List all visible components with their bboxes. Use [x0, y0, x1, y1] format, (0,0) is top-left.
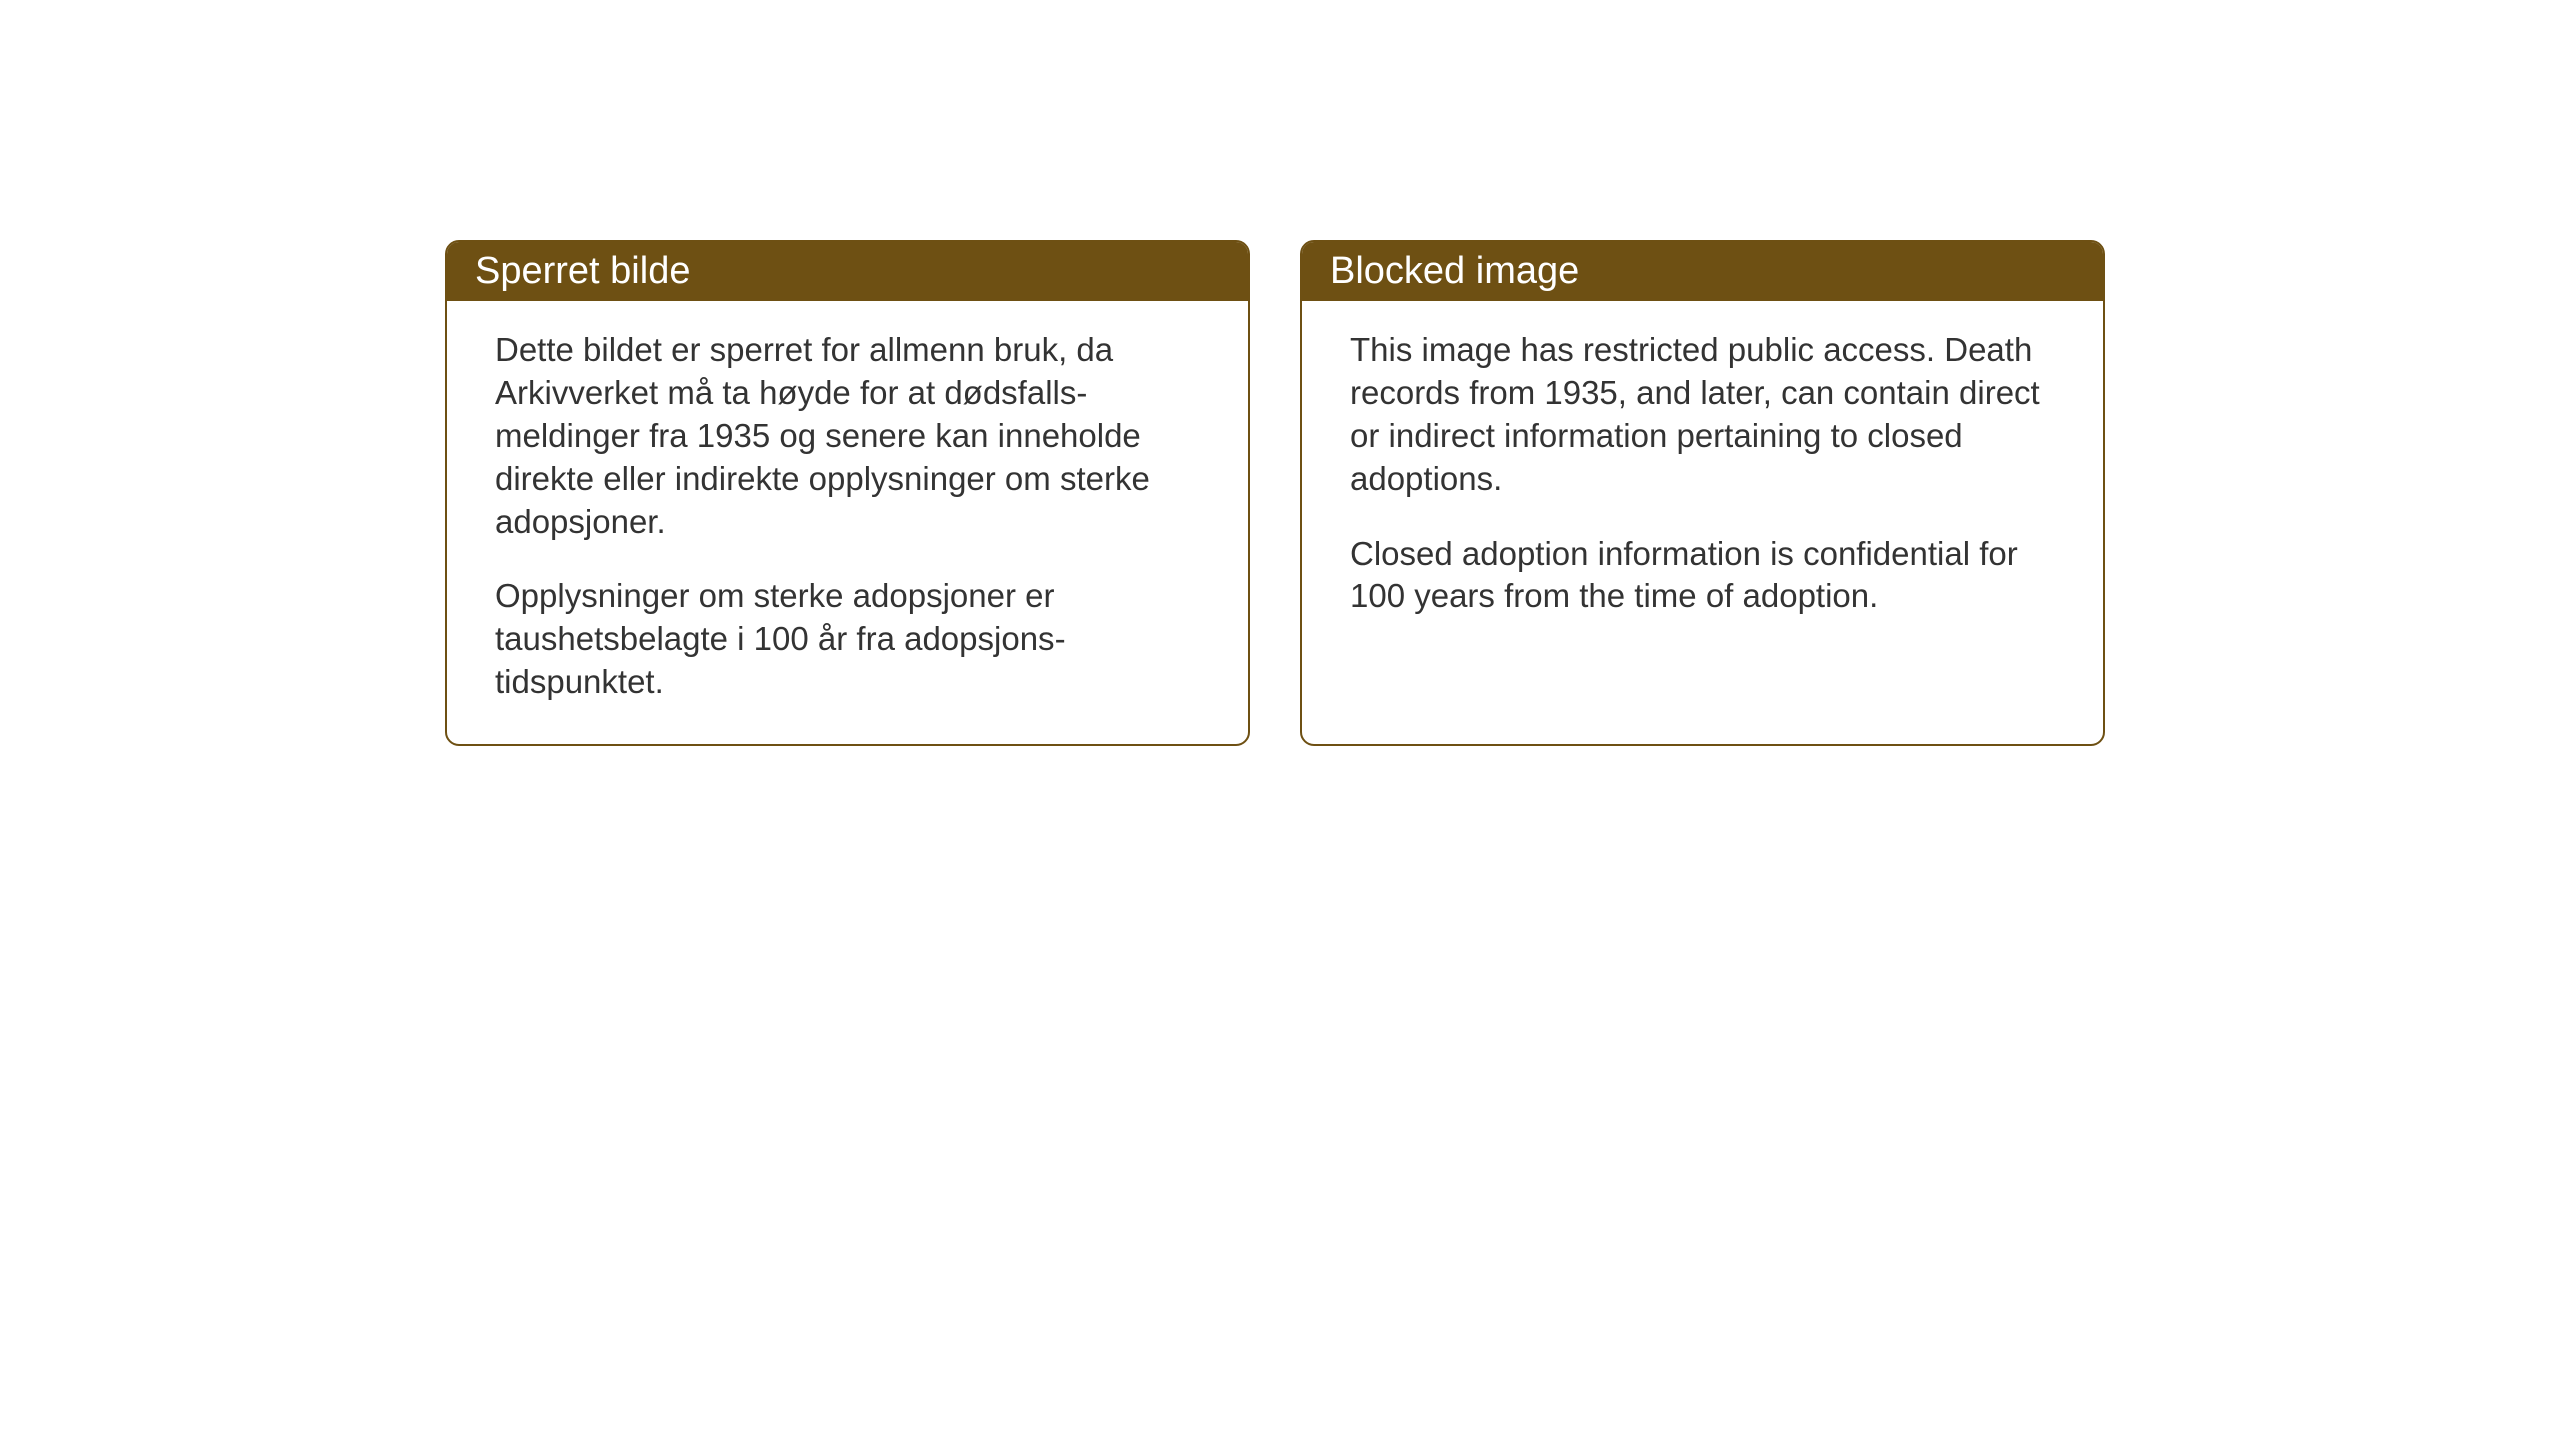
english-paragraph-2: Closed adoption information is confident… [1350, 533, 2055, 619]
norwegian-card: Sperret bilde Dette bildet er sperret fo… [445, 240, 1250, 746]
norwegian-paragraph-1: Dette bildet er sperret for allmenn bruk… [495, 329, 1200, 543]
norwegian-paragraph-2: Opplysninger om sterke adopsjoner er tau… [495, 575, 1200, 704]
norwegian-card-header: Sperret bilde [447, 242, 1248, 301]
english-paragraph-1: This image has restricted public access.… [1350, 329, 2055, 501]
english-card: Blocked image This image has restricted … [1300, 240, 2105, 746]
norwegian-card-body: Dette bildet er sperret for allmenn bruk… [447, 301, 1248, 744]
cards-container: Sperret bilde Dette bildet er sperret fo… [0, 0, 2560, 746]
norwegian-card-title: Sperret bilde [475, 250, 690, 292]
english-card-body: This image has restricted public access.… [1302, 301, 2103, 701]
english-card-title: Blocked image [1330, 250, 1579, 292]
english-card-header: Blocked image [1302, 242, 2103, 301]
